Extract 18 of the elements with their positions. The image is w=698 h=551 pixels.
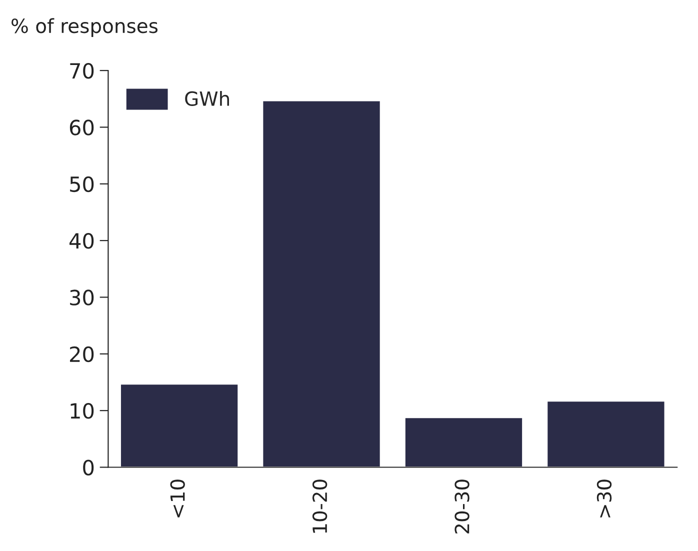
y-tick-label: 70 xyxy=(70,62,94,79)
y-tick-label: 60 xyxy=(70,120,94,136)
y-tick-label: 10 xyxy=(70,403,94,419)
legend-label: GWh xyxy=(185,90,229,106)
bar xyxy=(120,383,240,468)
y-tick-label: 40 xyxy=(70,233,94,249)
x-tick-label: >30 xyxy=(596,480,612,518)
bar xyxy=(546,400,666,468)
y-tick-label: 30 xyxy=(70,290,94,306)
y-tick-label: 0 xyxy=(83,460,94,476)
y-tick-label: 50 xyxy=(70,176,94,192)
y-axis-title: % of responses xyxy=(12,18,158,37)
bar xyxy=(262,100,382,468)
x-tick-label: 10-20 xyxy=(312,480,328,533)
bar xyxy=(404,416,524,468)
x-tick-label: <10 xyxy=(170,480,185,518)
x-tick-label: 20-30 xyxy=(454,480,470,534)
y-tick-label: 20 xyxy=(70,346,94,362)
